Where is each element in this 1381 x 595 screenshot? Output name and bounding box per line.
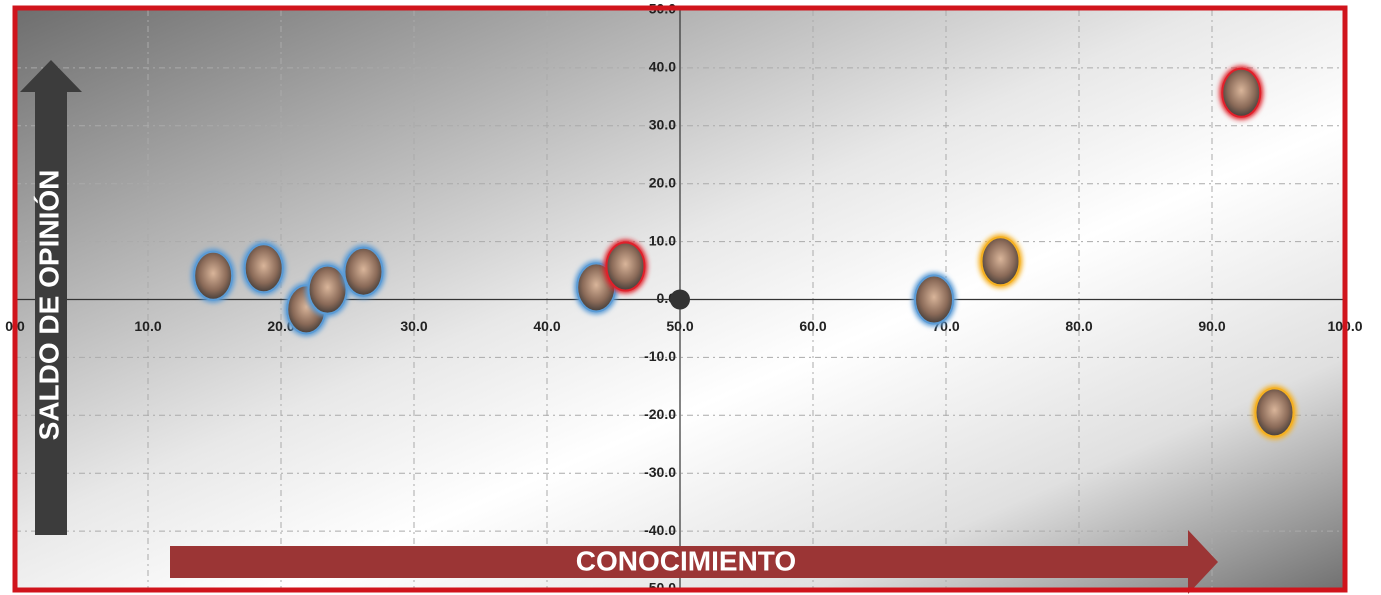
y-tick-label: -50.0 (644, 580, 676, 595)
point (243, 243, 284, 294)
points (191, 65, 1297, 440)
x-arrow (170, 530, 1218, 594)
x-tick-label: 40.0 (533, 318, 560, 334)
point (1254, 387, 1295, 438)
x-tick-label: 80.0 (1065, 318, 1092, 334)
origin-dot (670, 289, 690, 310)
y-tick-label: -10.0 (644, 348, 676, 364)
y-tick-label: -20.0 (644, 406, 676, 422)
x-tick-label: 30.0 (400, 318, 427, 334)
point (980, 236, 1021, 287)
point (343, 246, 384, 297)
y-tick-label: 40.0 (649, 59, 676, 75)
x-axis-label: CONOCIMIENTO (576, 545, 796, 576)
point (914, 274, 955, 325)
frame (12, 5, 1348, 593)
point (605, 241, 646, 292)
point (307, 264, 348, 315)
y-tick-label: 30.0 (649, 117, 676, 133)
y-arrow (20, 60, 82, 535)
y-tick-label: 10.0 (649, 232, 676, 248)
point (193, 250, 234, 301)
point (1221, 67, 1262, 118)
x-tick-label: 60.0 (799, 318, 826, 334)
y-tick-label: -40.0 (644, 522, 676, 538)
grid: 0.0 10.0 20.0 30.0 40.0 50.0 60.0 70.0 80.0 90.0 1… (5, 1, 1362, 595)
x-tick-label: 10.0 (134, 318, 161, 334)
y-tick-label: 20.0 (649, 174, 676, 190)
y-axis-label: SALDO DE OPINIÓN (33, 170, 64, 441)
x-tick-label: 90.0 (1198, 318, 1225, 334)
y-tick-label: -30.0 (644, 464, 676, 480)
